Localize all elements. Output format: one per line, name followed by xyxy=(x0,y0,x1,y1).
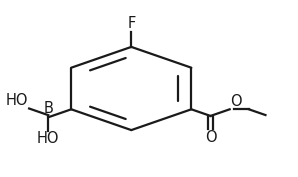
Text: HO: HO xyxy=(37,131,60,146)
Text: O: O xyxy=(231,94,242,109)
Text: B: B xyxy=(43,101,53,116)
Text: O: O xyxy=(205,130,216,145)
Text: F: F xyxy=(127,16,135,31)
Text: HO: HO xyxy=(5,93,28,108)
